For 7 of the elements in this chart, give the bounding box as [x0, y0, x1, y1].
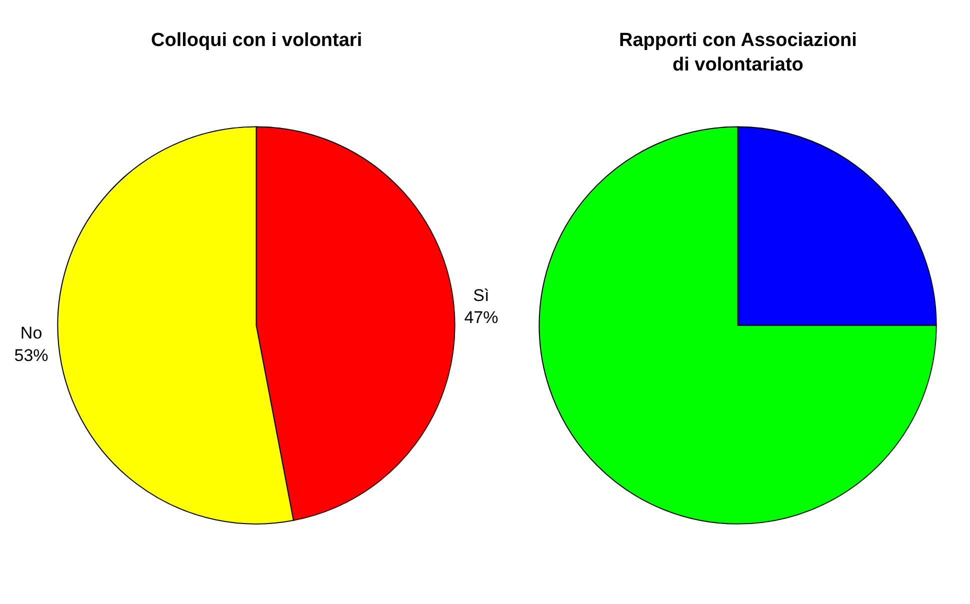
data-label: 53%	[14, 346, 48, 365]
chart-title: Colloqui con i volontari	[151, 30, 362, 51]
slice-label: Sì	[473, 286, 490, 305]
slice-label: No	[20, 324, 42, 343]
data-label: 47%	[464, 308, 498, 328]
pie-slice	[538, 126, 937, 524]
chart-title: Rapporti con Associazioni di volontariato	[619, 30, 857, 76]
